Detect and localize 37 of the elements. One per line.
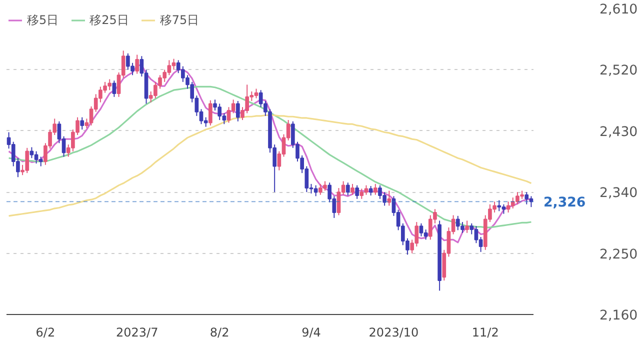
- ref-line-label: 2,326: [544, 196, 586, 211]
- x-tick-label: 11/2: [472, 326, 499, 340]
- candlestick: [424, 229, 428, 240]
- candlestick: [336, 188, 341, 216]
- candlestick: [112, 80, 116, 98]
- x-tick-label: 6/2: [36, 326, 56, 340]
- candlestick: [419, 222, 424, 237]
- legend-label: 移25日: [90, 12, 129, 28]
- candlestick: [497, 200, 502, 212]
- legend-label: 移5日: [27, 12, 59, 28]
- y-tick-label: 2,160: [600, 308, 638, 324]
- candlestick: [373, 183, 378, 196]
- y-tick-label: 2,340: [600, 186, 638, 202]
- candlestick: [135, 54, 140, 74]
- y-tick-label: 2,250: [600, 247, 638, 262]
- x-tick-label: 2023/7: [116, 326, 158, 340]
- candlestick: [346, 182, 350, 196]
- legend-label: 移75日: [160, 12, 200, 28]
- candlestick: [80, 116, 84, 130]
- x-tick-label: 2023/10: [368, 326, 419, 340]
- candlestick: [465, 220, 469, 234]
- candlestick: [368, 185, 373, 196]
- y-tick-label: 2,610: [600, 2, 638, 18]
- candlestick: [236, 100, 240, 122]
- x-tick-label: 9/4: [302, 326, 321, 340]
- candlestick: [524, 192, 529, 205]
- candlestick: [360, 188, 364, 200]
- candlestick: [314, 184, 318, 197]
- y-tick-label: 2,430: [600, 124, 638, 140]
- candlestick: [350, 183, 354, 196]
- candlestick: [387, 190, 392, 206]
- candlestick: [208, 100, 212, 126]
- x-tick-label: 8/2: [210, 326, 230, 340]
- y-tick-label: 2,520: [600, 64, 638, 79]
- candlestick: [38, 156, 43, 167]
- candlestick: [172, 58, 176, 70]
- candlestick: [355, 184, 359, 200]
